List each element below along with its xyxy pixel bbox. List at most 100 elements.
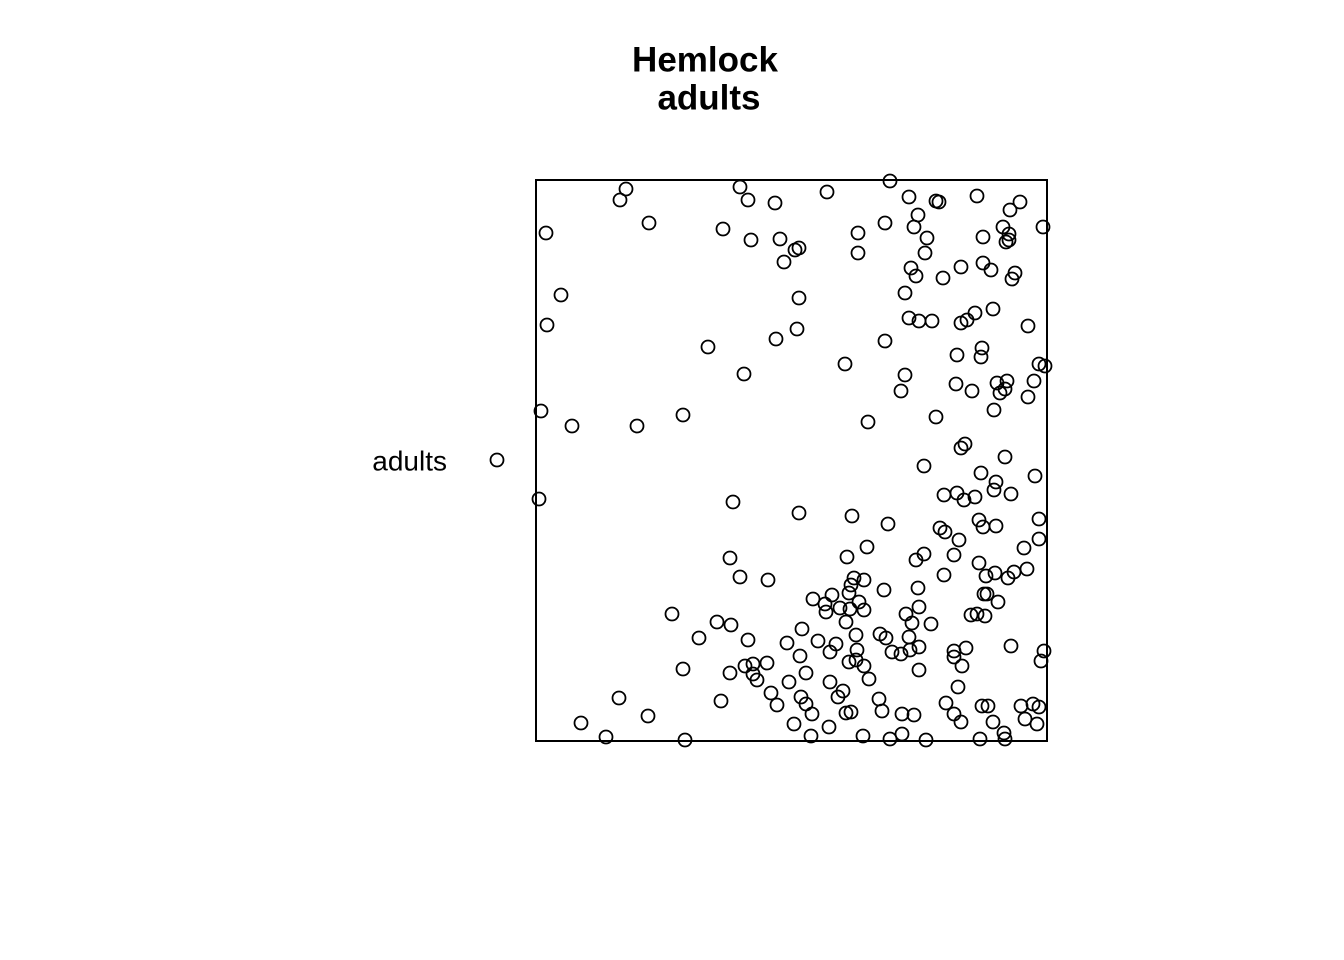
point: [837, 356, 853, 372]
point: [979, 586, 995, 602]
point: [819, 184, 835, 200]
point: [1000, 570, 1016, 586]
point: [882, 173, 898, 189]
point: [749, 672, 765, 688]
chart-title: Hemlock: [632, 40, 778, 79]
point: [737, 658, 753, 674]
point: [736, 366, 752, 382]
point: [951, 532, 967, 548]
point: [987, 565, 1003, 581]
point: [844, 508, 860, 524]
point: [878, 630, 894, 646]
point: [882, 731, 898, 747]
point: [992, 385, 1008, 401]
point: [903, 260, 919, 276]
point: [843, 704, 859, 720]
point: [1031, 531, 1047, 547]
point: [640, 708, 656, 724]
point: [946, 547, 962, 563]
point: [957, 436, 973, 452]
point: [1020, 318, 1036, 334]
point: [830, 689, 846, 705]
point: [963, 607, 979, 623]
point: [928, 409, 944, 425]
point: [722, 665, 738, 681]
point: [675, 407, 691, 423]
point: [1016, 540, 1032, 556]
point: [664, 606, 680, 622]
point: [1037, 358, 1053, 374]
point: [821, 719, 837, 735]
point: [871, 691, 887, 707]
point: [901, 310, 917, 326]
point: [985, 301, 1001, 317]
point: [908, 268, 924, 284]
point: [931, 194, 947, 210]
point: [949, 347, 965, 363]
point: [917, 245, 933, 261]
point: [1004, 271, 1020, 287]
point: [906, 219, 922, 235]
point: [1026, 373, 1042, 389]
point: [971, 512, 987, 528]
point: [1003, 638, 1019, 654]
point: [713, 693, 729, 709]
point: [877, 215, 893, 231]
point: [983, 262, 999, 278]
point: [948, 376, 964, 392]
point: [986, 482, 1002, 498]
point: [745, 656, 761, 672]
point: [691, 630, 707, 646]
point: [1001, 232, 1017, 248]
point: [842, 601, 858, 617]
point: [791, 505, 807, 521]
point: [838, 705, 854, 721]
point: [946, 643, 962, 659]
point: [956, 492, 972, 508]
point: [893, 383, 909, 399]
point: [969, 188, 985, 204]
point: [732, 569, 748, 585]
point: [1027, 468, 1043, 484]
point: [781, 674, 797, 690]
point: [732, 179, 748, 195]
point: [906, 707, 922, 723]
point: [791, 240, 807, 256]
window-frame: [535, 179, 1048, 742]
point: [817, 596, 833, 612]
point: [564, 418, 580, 434]
point: [918, 732, 934, 748]
point: [1031, 356, 1047, 372]
point: [954, 658, 970, 674]
point: [612, 192, 628, 208]
point: [910, 207, 926, 223]
point: [898, 606, 914, 622]
point: [850, 245, 866, 261]
point: [976, 586, 992, 602]
point: [937, 524, 953, 540]
point: [990, 594, 1006, 610]
legend-label: adults: [372, 445, 447, 476]
point: [743, 232, 759, 248]
point: [791, 290, 807, 306]
point: [539, 317, 555, 333]
point: [810, 633, 826, 649]
point: [776, 254, 792, 270]
point: [767, 195, 783, 211]
point: [997, 449, 1013, 465]
point: [949, 485, 965, 501]
point: [924, 313, 940, 329]
point: [1033, 653, 1049, 669]
point: [856, 602, 872, 618]
point: [779, 635, 795, 651]
point: [792, 648, 808, 664]
point: [971, 555, 987, 571]
point: [803, 728, 819, 744]
point: [822, 674, 838, 690]
point: [618, 181, 634, 197]
point: [629, 418, 645, 434]
point: [1013, 698, 1029, 714]
point: [977, 608, 993, 624]
point: [1029, 716, 1045, 732]
